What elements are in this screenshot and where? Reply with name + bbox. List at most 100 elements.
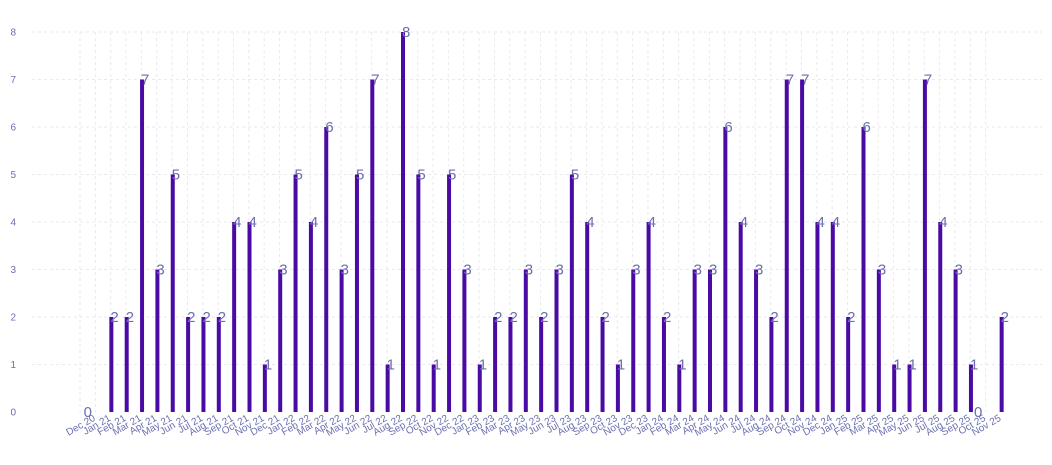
data-label: 2 [494, 309, 502, 326]
data-label: 1 [617, 357, 625, 374]
bar [846, 317, 851, 412]
data-label: 3 [556, 262, 564, 279]
y-tick-label: 6 [10, 123, 16, 134]
bar [585, 222, 590, 412]
bar [554, 269, 559, 412]
data-label: 7 [801, 72, 809, 89]
bar [447, 174, 452, 412]
data-label: 4 [249, 214, 257, 231]
data-label: 3 [341, 262, 349, 279]
data-label: 1 [433, 357, 441, 374]
bar [462, 269, 467, 412]
data-label: 6 [325, 119, 333, 136]
bar [692, 269, 697, 412]
data-label: 7 [141, 72, 149, 89]
data-label: 2 [540, 309, 548, 326]
bar [815, 222, 820, 412]
bar [907, 364, 912, 412]
bar [201, 317, 206, 412]
bar [170, 174, 175, 412]
data-label: 2 [1001, 309, 1009, 326]
bar [324, 127, 329, 412]
bar [938, 222, 943, 412]
y-tick-label: 3 [10, 265, 16, 276]
data-label: 2 [218, 309, 226, 326]
data-label: 2 [770, 309, 778, 326]
data-label: 1 [909, 357, 917, 374]
bar [124, 317, 129, 412]
data-label: 4 [832, 214, 840, 231]
bar [600, 317, 605, 412]
data-label: 2 [847, 309, 855, 326]
data-label: 1 [264, 357, 272, 374]
data-label: 5 [295, 167, 303, 184]
data-label: 0 [84, 404, 92, 421]
y-tick-label: 7 [10, 75, 16, 86]
data-label: 3 [156, 262, 164, 279]
data-label: 6 [724, 119, 732, 136]
data-label: 5 [356, 167, 364, 184]
bar [385, 364, 390, 412]
bar [922, 79, 927, 412]
data-label: 3 [878, 262, 886, 279]
data-label: 3 [279, 262, 287, 279]
data-label: 2 [663, 309, 671, 326]
bar [723, 127, 728, 412]
y-tick-label: 2 [10, 313, 16, 324]
data-label: 2 [126, 309, 134, 326]
data-label: 3 [632, 262, 640, 279]
data-label: 3 [755, 262, 763, 279]
data-label: 1 [387, 357, 395, 374]
bar [754, 269, 759, 412]
y-tick-label: 4 [10, 218, 16, 229]
bar [140, 79, 145, 412]
data-label: 2 [110, 309, 118, 326]
bar [661, 317, 666, 412]
bar [968, 364, 973, 412]
bar [800, 79, 805, 412]
data-label: 5 [172, 167, 180, 184]
bar [354, 174, 359, 412]
grid-layer [32, 31, 1042, 412]
data-label: 2 [187, 309, 195, 326]
data-label: 2 [602, 309, 610, 326]
bar [830, 222, 835, 412]
bar [523, 269, 528, 412]
data-label: 4 [816, 214, 824, 231]
bar [232, 222, 237, 412]
data-label: 5 [417, 167, 425, 184]
data-label: 2 [509, 309, 517, 326]
data-label: 1 [970, 357, 978, 374]
data-label: 3 [525, 262, 533, 279]
bar [861, 127, 866, 412]
data-label: 4 [310, 214, 318, 231]
y-tick-label: 1 [10, 360, 16, 371]
bar [262, 364, 267, 412]
bar [308, 222, 313, 412]
data-label: 4 [740, 214, 748, 231]
bar [892, 364, 897, 412]
bar [615, 364, 620, 412]
y-axis: 0 1 2 3 4 5 6 7 8 [10, 28, 16, 419]
bar [477, 364, 482, 412]
data-label: 7 [371, 72, 379, 89]
bar [646, 222, 651, 412]
data-label: 2 [202, 309, 210, 326]
bar [631, 269, 636, 412]
bar [216, 317, 221, 412]
bar [508, 317, 513, 412]
bar [247, 222, 252, 412]
data-label: 1 [678, 357, 686, 374]
bar [769, 317, 774, 412]
data-label: 0 [974, 404, 982, 421]
data-label: 3 [463, 262, 471, 279]
bar [569, 174, 574, 412]
data-label: 3 [955, 262, 963, 279]
bar [416, 174, 421, 412]
bar [784, 79, 789, 412]
bar [738, 222, 743, 412]
data-label: 4 [233, 214, 241, 231]
